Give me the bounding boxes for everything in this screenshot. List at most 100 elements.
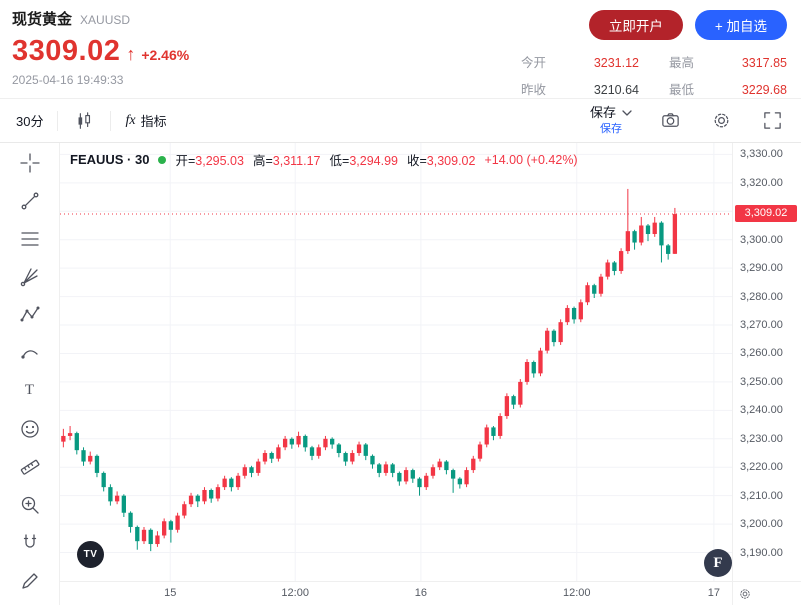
- price-axis-label: 3,250.00: [740, 375, 783, 388]
- settings-button[interactable]: [709, 108, 734, 133]
- chart-main: T: [0, 143, 801, 605]
- tool-pitchfork[interactable]: [18, 265, 42, 288]
- crosshair-icon: [19, 153, 40, 173]
- brush-icon: [20, 350, 38, 359]
- toolbar-divider: [110, 110, 112, 131]
- price-axis-label: 3,240.00: [740, 404, 783, 417]
- legend-close-value: 3,309.02: [426, 154, 476, 168]
- price-axis-label: 3,260.00: [740, 347, 783, 360]
- chart-area[interactable]: FEAUUS · 30 开=3,295.03 高=3,311.17 低=3,29…: [60, 143, 732, 581]
- up-arrow-icon: ↑: [126, 44, 136, 64]
- tool-zoom-in[interactable]: [18, 493, 42, 516]
- chevron-down-icon: [622, 110, 632, 116]
- tool-fib-retracement[interactable]: [18, 227, 42, 250]
- legend-open-label: 开=: [175, 154, 196, 168]
- fullscreen-icon: [764, 112, 781, 129]
- tool-ruler[interactable]: [18, 455, 42, 478]
- tool-text[interactable]: T: [24, 379, 35, 402]
- axis-settings-gear-icon[interactable]: [738, 587, 752, 601]
- legend-close-label: 收=: [406, 154, 427, 168]
- stat-high-label: 最高: [669, 56, 695, 70]
- legend-low-value: 3,294.99: [349, 154, 398, 168]
- trend-line-icon: [21, 192, 38, 210]
- header: 现货黄金 XAUUSD 3309.02 ↑ +2.46% 2025-04-16 …: [0, 0, 801, 99]
- price-axis-label: 3,330.00: [740, 148, 783, 161]
- legend-low-label: 低=: [329, 154, 350, 168]
- stat-prev-close-label: 昨收: [521, 83, 547, 97]
- emoji-icon: [20, 420, 39, 438]
- stat-low-label: 最低: [669, 83, 695, 97]
- chart-toolbar: 30分 fx 指标 保存 保存: [0, 99, 801, 143]
- time-axis-label: 17: [707, 587, 720, 599]
- price-axis-label: 3,220.00: [740, 461, 783, 474]
- fullscreen-button[interactable]: [760, 108, 785, 133]
- price-axis-label: 3,320.00: [740, 176, 783, 189]
- drawing-toolbar: T: [0, 143, 60, 605]
- tool-emoji[interactable]: [18, 417, 42, 440]
- instrument-title: 现货黄金: [12, 11, 73, 28]
- chart-type-button[interactable]: [72, 109, 96, 133]
- legend-high-label: 高=: [252, 154, 273, 168]
- save-label: 保存: [589, 105, 616, 121]
- zoom-in-icon: [21, 496, 39, 514]
- stat-open: 今开 3231.12: [521, 52, 639, 71]
- price-axis-label: 3,190.00: [740, 546, 783, 559]
- axis-corner: [732, 581, 801, 605]
- action-buttons: 立即开户 + 加自选: [588, 10, 787, 40]
- stat-high-value: 3317.85: [741, 56, 787, 70]
- candlestick-icon: [79, 111, 91, 129]
- text-tool-icon: T: [24, 382, 35, 398]
- pencil-icon: [21, 573, 38, 589]
- stat-open-label: 今开: [521, 56, 547, 70]
- market-open-dot: [158, 155, 167, 164]
- price-axis[interactable]: 3,330.003,320.003,310.003,300.003,290.00…: [732, 143, 801, 581]
- save-layout-dropdown[interactable]: 保存 保存: [589, 105, 632, 135]
- quote-panel: 现货黄金 XAUUSD 3309.02 ↑ +2.46% 2025-04-16 …: [12, 8, 189, 98]
- stat-prev-close: 昨收 3210.64: [521, 79, 639, 98]
- indicators-label: 指标: [140, 114, 167, 129]
- fx-icon: fx: [125, 112, 136, 128]
- chart-legend: FEAUUS · 30 开=3,295.03 高=3,311.17 低=3,29…: [70, 150, 578, 169]
- candlestick-chart[interactable]: [60, 143, 732, 581]
- toolbar-right: 保存 保存: [589, 105, 785, 135]
- price-row: 3309.02 ↑ +2.46%: [12, 35, 189, 68]
- price-axis-label: 3,210.00: [740, 489, 783, 502]
- tradingview-logo[interactable]: TV: [77, 541, 104, 568]
- price-axis-label: 3,200.00: [740, 518, 783, 531]
- add-watchlist-button[interactable]: + 加自选: [694, 10, 787, 40]
- time-axis[interactable]: 15 12:00 16 12:00 17: [60, 581, 732, 605]
- site-logo: F: [704, 549, 732, 577]
- time-axis-label: 12:00: [281, 587, 309, 599]
- tool-drawing-mode[interactable]: [18, 569, 42, 592]
- snapshot-button[interactable]: [658, 108, 683, 133]
- price-axis-label: 3,300.00: [740, 233, 783, 246]
- pattern-icon: [20, 306, 39, 322]
- price-axis-label: 3,270.00: [740, 319, 783, 332]
- tool-brush[interactable]: [18, 341, 42, 364]
- price-axis-label: 3,280.00: [740, 290, 783, 303]
- time-axis-label: 16: [414, 587, 427, 599]
- legend-change: +14.00 (+0.42%): [484, 152, 578, 167]
- interval-selector[interactable]: 30分: [16, 111, 43, 130]
- tool-crosshair[interactable]: [18, 151, 42, 174]
- open-account-button[interactable]: 立即开户: [588, 10, 683, 40]
- stat-low-value: 3229.68: [741, 83, 787, 97]
- magnet-icon: [23, 534, 36, 548]
- time-axis-label: 15: [164, 587, 177, 599]
- header-right: 立即开户 + 加自选 今开 3231.12 最高 3317.85 昨收 3210…: [521, 8, 787, 98]
- indicators-button[interactable]: fx 指标: [125, 111, 166, 130]
- gear-icon: [714, 113, 729, 128]
- instrument-symbol: XAUUSD: [80, 13, 131, 27]
- last-price: 3309.02: [12, 35, 121, 67]
- pitchfork-icon: [20, 268, 38, 287]
- stat-low: 最低 3229.68: [669, 79, 787, 98]
- time-axis-label: 12:00: [563, 587, 591, 599]
- tool-magnet[interactable]: [18, 531, 42, 554]
- interval-label: 30分: [16, 114, 44, 129]
- tool-xabcd-pattern[interactable]: [18, 303, 42, 326]
- toolbar-divider: [57, 110, 59, 131]
- last-price-tag: 3,309.02: [735, 205, 797, 223]
- ruler-icon: [20, 459, 39, 475]
- stat-high: 最高 3317.85: [669, 52, 787, 71]
- tool-trend-line[interactable]: [18, 189, 42, 212]
